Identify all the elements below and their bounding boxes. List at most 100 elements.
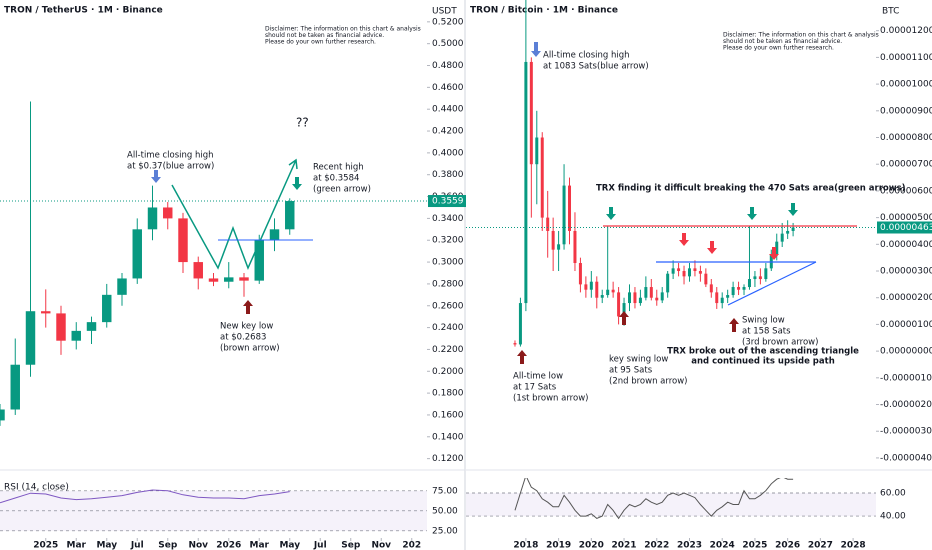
candle-body xyxy=(513,343,517,345)
candle-body xyxy=(747,279,751,288)
x-tick-label: 2025 xyxy=(33,541,58,550)
candle-body xyxy=(791,227,795,231)
candle-body xyxy=(720,297,724,304)
y-tick-label: 0.5000 xyxy=(432,39,464,49)
y-tick-label: 0.2000 xyxy=(432,367,464,377)
annotation: at 158 Sats xyxy=(742,327,791,337)
last-price-badge xyxy=(877,221,932,234)
x-tick-label: 2023 xyxy=(677,541,702,550)
rsi-line xyxy=(0,489,290,504)
annotation: (green arrow) xyxy=(313,185,371,195)
chart-title: TRON / Bitcoin · 1M · Binance xyxy=(470,6,618,16)
y-tick-label: -0.00000300 xyxy=(880,427,932,437)
candle-body xyxy=(546,217,550,231)
candle-body xyxy=(649,287,653,298)
x-tick-label: 2021 xyxy=(612,541,637,550)
y-tick-label: -0.00000100 xyxy=(880,373,932,383)
arrow xyxy=(151,170,161,183)
y-tick-label: 0.00000900 xyxy=(880,106,932,116)
arrow xyxy=(769,247,779,260)
candle-body xyxy=(41,311,51,314)
candle-body xyxy=(595,281,599,298)
candle-body xyxy=(163,207,173,219)
candle-body xyxy=(56,313,66,341)
candle-body xyxy=(704,273,708,285)
candle-body xyxy=(698,271,702,274)
y-tick-label: 0.2200 xyxy=(432,345,464,355)
x-tick-label: 2022 xyxy=(644,541,669,550)
annotation: at $0.3584 xyxy=(313,174,359,184)
x-tick-label: 2027 xyxy=(808,541,833,550)
x-tick-label: May xyxy=(279,541,300,550)
rsi-tick-label: 75.00 xyxy=(432,486,458,496)
y-tick-label: 0.00000600 xyxy=(880,186,932,196)
arrow xyxy=(707,241,717,254)
y-tick-label: 0.00001200 xyxy=(880,26,932,36)
x-tick-label: 2026 xyxy=(216,541,241,550)
candle-body xyxy=(102,294,112,323)
annotation: All-time low xyxy=(513,372,563,382)
annotation: at 1083 Sats(blue arrow) xyxy=(543,62,649,72)
annotation: at 95 Sats xyxy=(609,366,653,376)
y-tick-label: -0.00000200 xyxy=(880,400,932,410)
candle-body xyxy=(600,295,604,298)
annotation: TRX finding it difficult breaking the 47… xyxy=(596,184,906,194)
candle-body xyxy=(693,268,697,272)
candle-body xyxy=(638,297,642,304)
annotation: TRX broke out of the ascending triangle xyxy=(667,347,859,357)
rsi-tick-label: 25.00 xyxy=(432,526,458,536)
rsi-tick-label: 50.00 xyxy=(432,506,458,516)
rsi-tick-label: 40.00 xyxy=(880,512,906,522)
y-tick-label: 0.00000000 xyxy=(880,347,932,357)
disclaimer: Disclaimer: The information on this char… xyxy=(723,32,879,39)
candle-body xyxy=(178,218,188,263)
y-tick-label: 0.3800 xyxy=(432,170,464,180)
x-tick-label: 2020 xyxy=(579,541,604,550)
candle-body xyxy=(535,137,539,165)
candle-body xyxy=(568,185,572,231)
annotation: (2nd brown arrow) xyxy=(609,377,687,387)
rsi-label: RSI (14, close) xyxy=(4,483,69,493)
candle-body xyxy=(254,240,264,281)
axis-unit: USDT xyxy=(432,7,457,17)
arrow xyxy=(517,350,527,364)
x-tick-label: Sep xyxy=(341,541,361,550)
x-tick-label: 2025 xyxy=(742,541,767,550)
y-tick-label: 0.2600 xyxy=(432,301,464,311)
rsi-pane xyxy=(0,489,427,532)
y-tick-label: 0.4800 xyxy=(432,61,464,71)
x-tick-label: Sep xyxy=(158,541,178,550)
candle-body xyxy=(677,268,681,272)
x-tick-label: 2026 xyxy=(775,541,800,550)
price-pane xyxy=(513,0,795,347)
price-pane xyxy=(0,101,295,426)
candle-body xyxy=(709,284,713,293)
y-tick-label: 0.00000500 xyxy=(880,213,932,223)
candle-body xyxy=(551,230,555,250)
arrow xyxy=(531,42,541,57)
candle-body xyxy=(208,278,219,282)
rsi-band xyxy=(466,493,876,517)
annotation: New key low xyxy=(220,322,273,332)
arrow xyxy=(729,318,739,332)
candle-body xyxy=(540,137,544,218)
x-tick-label: Jul xyxy=(313,541,327,550)
disclaimer: Please do your own further research. xyxy=(265,39,376,46)
candle-body xyxy=(117,278,127,295)
candle-body xyxy=(86,322,97,331)
arrow xyxy=(788,203,798,216)
candle-body xyxy=(10,364,20,410)
candle-body xyxy=(715,292,719,304)
last-price-label: 0.00000463 xyxy=(880,223,932,233)
annotation: key swing low xyxy=(609,355,668,365)
candle-body xyxy=(557,244,561,250)
rsi-line xyxy=(514,478,794,520)
y-tick-label: 0.1400 xyxy=(432,432,464,442)
candle-body xyxy=(589,281,593,290)
annotation: and continued its upside path xyxy=(691,357,835,367)
candle-body xyxy=(224,277,234,282)
x-tick-label: 202 xyxy=(402,541,421,550)
disclaimer: Please do your own further research. xyxy=(723,45,834,52)
